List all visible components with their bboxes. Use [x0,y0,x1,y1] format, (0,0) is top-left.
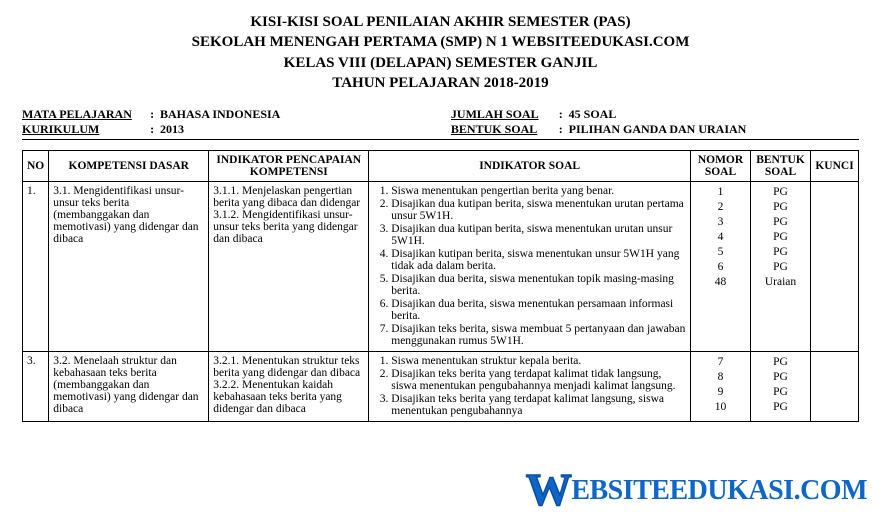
bentuk-item: PG [755,200,806,215]
table-row: 1.3.1. Mengidentifikasi unsur-unsur teks… [23,182,859,352]
nomor-item: 5 [695,245,746,260]
bentuk-item: PG [755,215,806,230]
bentuk-item: Uraian [755,275,806,290]
nomor-item: 1 [695,185,746,200]
col-nomor: NOMOR SOAL [691,151,751,182]
bentuk-item: PG [755,385,806,400]
mapel-value: BAHASA INDONESIA [160,107,451,122]
indikator-item: Disajikan teks berita, siswa membuat 5 p… [391,323,686,347]
cell-bentuk: PGPGPGPGPGPGUraian [751,182,811,352]
nomor-item: 10 [695,400,746,415]
bentuk-item: PG [755,230,806,245]
watermark-w: W [526,464,572,515]
cell-kd: 3.2. Menelaah struktur dan kebahasaan te… [49,352,209,422]
title-line-4: TAHUN PELAJARAN 2018-2019 [22,73,859,93]
col-indik: INDIKATOR SOAL [369,151,691,182]
nomor-item: 7 [695,355,746,370]
watermark-text: EBSITEEDUKASI.COM [571,475,867,506]
cell-kd: 3.1. Mengidentifikasi unsur-unsur teks b… [49,182,209,352]
cell-indikator: Siswa menentukan struktur kepala berita.… [369,352,691,422]
indikator-item: Siswa menentukan pengertian berita yang … [391,185,686,197]
indikator-item: Disajikan dua kutipan berita, siswa mene… [391,223,686,247]
col-ipk: INDIKATOR PENCAPAIAN KOMPETENSI [209,151,369,182]
nomor-item: 8 [695,370,746,385]
indikator-item: Siswa menentukan struktur kepala berita. [391,355,686,367]
cell-nomor: 78910 [691,352,751,422]
document-header: KISI-KISI SOAL PENILAIAN AKHIR SEMESTER … [22,12,859,93]
mapel-label: MATA PELAJARAN [22,107,132,121]
title-line-2: SEKOLAH MENENGAH PERTAMA (SMP) N 1 WEBSI… [22,32,859,52]
bentuk-value: PILIHAN GANDA DAN URAIAN [569,122,859,137]
nomor-item: 48 [695,275,746,290]
bentuk-item: PG [755,185,806,200]
cell-nomor: 12345648 [691,182,751,352]
nomor-item: 9 [695,385,746,400]
jumlah-label: JUMLAH SOAL [451,107,539,121]
cell-bentuk: PGPGPGPG [751,352,811,422]
nomor-item: 4 [695,230,746,245]
bentuk-item: PG [755,245,806,260]
bentuk-item: PG [755,400,806,415]
col-no: NO [23,151,49,182]
bentuk-item: PG [755,260,806,275]
col-kunci: KUNCI [811,151,859,182]
meta-underline [22,139,859,140]
kurikulum-label: KURIKULUM [22,122,99,136]
indikator-item: Disajikan kutipan berita, siswa menentuk… [391,248,686,272]
title-line-3: KELAS VIII (DELAPAN) SEMESTER GANJIL [22,53,859,73]
nomor-item: 2 [695,200,746,215]
indikator-item: Disajikan teks berita yang terdapat kali… [391,368,686,392]
bentuk-item: PG [755,370,806,385]
indikator-item: Disajikan dua berita, siswa menentukan p… [391,298,686,322]
watermark: WEBSITEEDUKASI.COM [522,463,871,516]
nomor-item: 3 [695,215,746,230]
cell-kunci [811,182,859,352]
document-page: KISI-KISI SOAL PENILAIAN AKHIR SEMESTER … [0,0,881,422]
cell-indikator: Siswa menentukan pengertian berita yang … [369,182,691,352]
cell-kunci [811,352,859,422]
table-row: 3.3.2. Menelaah struktur dan kebahasaan … [23,352,859,422]
cell-ipk: 3.1.1. Menjelaskan pengertian berita yan… [209,182,369,352]
cell-no: 1. [23,182,49,352]
meta-table: MATA PELAJARAN : BAHASA INDONESIA JUMLAH… [22,107,859,137]
col-kd: KOMPETENSI DASAR [49,151,209,182]
cell-ipk: 3.2.1. Menentukan struktur teks berita y… [209,352,369,422]
bentuk-item: PG [755,355,806,370]
bentuk-label: BENTUK SOAL [451,122,537,136]
nomor-item: 6 [695,260,746,275]
col-bentuk: BENTUK SOAL [751,151,811,182]
kisi-table: NO KOMPETENSI DASAR INDIKATOR PENCAPAIAN… [22,150,859,422]
cell-no: 3. [23,352,49,422]
kurikulum-value: 2013 [160,122,451,137]
indikator-item: Disajikan dua berita, siswa menentukan t… [391,273,686,297]
table-header-row: NO KOMPETENSI DASAR INDIKATOR PENCAPAIAN… [23,151,859,182]
indikator-item: Disajikan teks berita yang terdapat kali… [391,393,686,417]
title-line-1: KISI-KISI SOAL PENILAIAN AKHIR SEMESTER … [22,12,859,32]
jumlah-value: 45 SOAL [569,107,859,122]
indikator-item: Disajikan dua kutipan berita, siswa mene… [391,198,686,222]
